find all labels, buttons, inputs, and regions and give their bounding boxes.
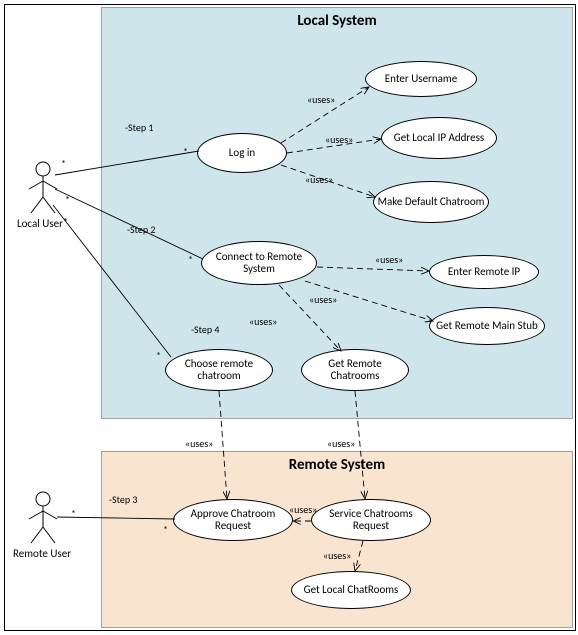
uses-label: «uses» xyxy=(305,173,333,186)
usecase-enter-remote-ip: Enter Remote IP xyxy=(429,255,539,289)
edge-mult: * xyxy=(63,215,68,228)
uses-label: «uses» xyxy=(327,437,355,450)
usecase-get-local-ip: Get Local IP Address xyxy=(381,117,497,159)
edge-label: -Step 2 xyxy=(127,223,155,236)
system-title-remote: Remote System xyxy=(102,456,572,474)
uses-label: «uses» xyxy=(323,549,351,562)
uses-label: «uses» xyxy=(325,133,353,146)
actor-remote-user-label: Remote User xyxy=(13,547,71,560)
actor-local-user-label: Local User xyxy=(17,217,63,230)
actor-local-user-icon xyxy=(27,161,59,220)
usecase-choose-remote: Choose remote chatroom xyxy=(165,349,273,391)
usecase-get-remote-stub: Get Remote Main Stub xyxy=(429,307,545,345)
uses-label: «uses» xyxy=(375,253,403,266)
usecase-service-req: Service Chatrooms Request xyxy=(311,499,431,541)
edge-mult: * xyxy=(163,523,168,536)
usecase-approve-req: Approve Chatroom Request xyxy=(173,499,293,541)
edge-label: -Step 4 xyxy=(191,323,219,336)
usecase-connect-remote: Connect to Remote System xyxy=(201,241,317,285)
usecase-get-local-chat: Get Local ChatRooms xyxy=(291,571,411,609)
diagram-container: Local System Remote System Local User Re… xyxy=(4,4,576,631)
uses-label: «uses» xyxy=(185,437,213,450)
uses-label: «uses» xyxy=(249,315,277,328)
uses-label: «uses» xyxy=(307,93,335,106)
uses-label: «uses» xyxy=(289,503,317,516)
system-title-local: Local System xyxy=(102,12,572,30)
usecase-login: Log in xyxy=(197,133,287,173)
uses-label: «uses» xyxy=(309,293,337,306)
usecase-get-remote-chat: Get Remote Chatrooms xyxy=(301,349,409,391)
edge-mult: * xyxy=(183,145,188,158)
edge-mult: * xyxy=(61,157,66,170)
edge-mult: * xyxy=(65,193,70,206)
edge-mult: * xyxy=(156,349,161,362)
edge-mult: * xyxy=(188,253,193,266)
usecase-enter-username: Enter Username xyxy=(365,61,477,97)
edge-mult: * xyxy=(71,507,76,520)
actor-remote-user-icon xyxy=(27,491,59,550)
edge-label: -Step 1 xyxy=(125,121,153,134)
edge-label: -Step 3 xyxy=(109,493,137,506)
usecase-make-default: Make Default Chatroom xyxy=(373,181,489,223)
